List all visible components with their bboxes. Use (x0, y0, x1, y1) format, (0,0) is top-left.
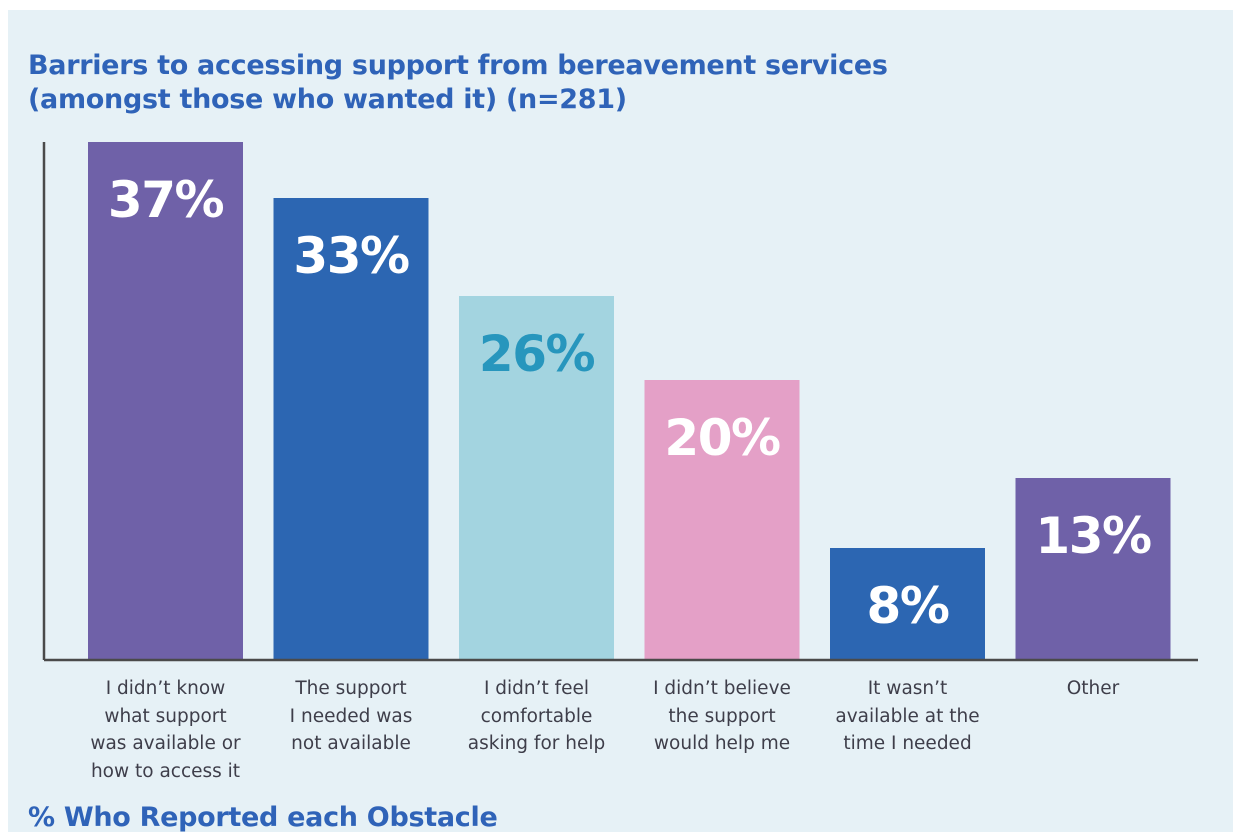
x-tick-label-line: comfortable (480, 705, 593, 727)
x-tick-label: I didn’t believe the support would help me (632, 675, 812, 758)
x-tick-label: I didn’t know what support was available o… (76, 675, 256, 785)
bar-value-label: 20% (664, 409, 780, 467)
x-tick-label-line: Other (1066, 678, 1120, 699)
x-tick-label-line: I didn’t know (105, 678, 226, 699)
bar-value-label: 8% (867, 577, 949, 635)
x-tick-label: Other (1003, 675, 1183, 703)
x-tick-label-line: It wasn’t (867, 678, 948, 699)
bar-value-label: 26% (479, 325, 595, 383)
x-tick-label-line: I didn’t feel (483, 678, 590, 699)
x-tick-label: It wasn’t available at the time I needed (818, 675, 998, 758)
bar (644, 380, 800, 660)
bar (88, 142, 243, 660)
x-tick-label-line: time I needed (843, 733, 972, 754)
x-tick-label-line: I didn’t believe (653, 678, 791, 699)
x-tick-label-line: was available or (90, 733, 241, 754)
x-tick-label-line: the support (668, 705, 776, 727)
bar-value-label: 13% (1035, 507, 1151, 565)
x-tick-label-line: how to access it (90, 760, 241, 782)
x-tick-label: I didn’t feel comfortable asking for help (447, 675, 627, 758)
x-tick-label-line: would help me (653, 733, 791, 754)
bar (459, 296, 614, 660)
bar (273, 198, 429, 660)
x-tick-label-line: what support (104, 705, 227, 727)
bar-value-label: 37% (108, 171, 224, 229)
x-tick-label-line: asking for help (467, 733, 606, 754)
chart-footer-label: % Who Reported each Obstacle (28, 802, 498, 833)
x-tick-label-line: not available (291, 733, 411, 754)
x-tick-label-line: The support (295, 678, 407, 699)
chart-title-line-2: (amongst those who wanted it) (n=281) (28, 84, 627, 115)
x-tick-label: The support I needed was not available (261, 675, 441, 758)
chart-title: Barriers to accessing support from berea… (28, 49, 888, 117)
bar (830, 548, 985, 660)
chart-title-line-1: Barriers to accessing support from berea… (28, 50, 888, 81)
bar (1015, 478, 1171, 660)
x-tick-label-line: available at the (835, 705, 980, 727)
x-tick-label-line: I needed was (289, 705, 413, 727)
bar-value-label: 33% (293, 227, 409, 285)
